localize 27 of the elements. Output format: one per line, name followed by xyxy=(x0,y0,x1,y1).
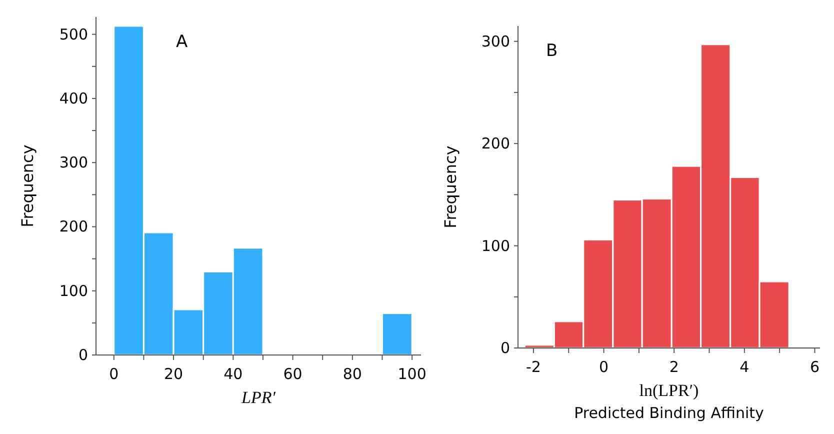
annotation: A xyxy=(176,32,188,52)
x-tick-label: 100 xyxy=(398,365,426,383)
y-axis-title: Frequency xyxy=(18,144,37,228)
x-tick-label: 0 xyxy=(599,358,609,376)
x-tick-label: 2 xyxy=(669,358,679,376)
x-tick-label: 4 xyxy=(740,358,750,376)
y-tick-label: 100 xyxy=(59,282,88,300)
x-tick-label: 80 xyxy=(342,365,362,383)
y-tick-label: 200 xyxy=(59,218,88,236)
x-tick-label: 60 xyxy=(283,365,302,383)
y-tick-label: 300 xyxy=(59,154,88,172)
y-tick-label: 0 xyxy=(500,339,510,357)
y-tick-label: 200 xyxy=(481,134,510,153)
annotation: B xyxy=(546,41,558,61)
x-axis-title: LPR′ xyxy=(240,388,276,407)
y-tick-label: 300 xyxy=(481,32,510,50)
y-tick-label: 500 xyxy=(59,25,88,44)
y-tick-label: 0 xyxy=(78,346,88,364)
y-axis-title: Frequency xyxy=(441,146,460,228)
x-tick-label: -2 xyxy=(526,358,541,376)
y-tick-label: 100 xyxy=(481,236,510,255)
x-tick-label: 0 xyxy=(109,365,119,383)
x-tick-label: 6 xyxy=(810,358,820,376)
x-tick-label: 40 xyxy=(224,365,243,383)
y-tick-label: 400 xyxy=(59,89,88,108)
x-axis-title: ln(LPR′) Predicted Binding Affinity xyxy=(574,381,764,422)
x-tick-label: 20 xyxy=(164,365,184,383)
